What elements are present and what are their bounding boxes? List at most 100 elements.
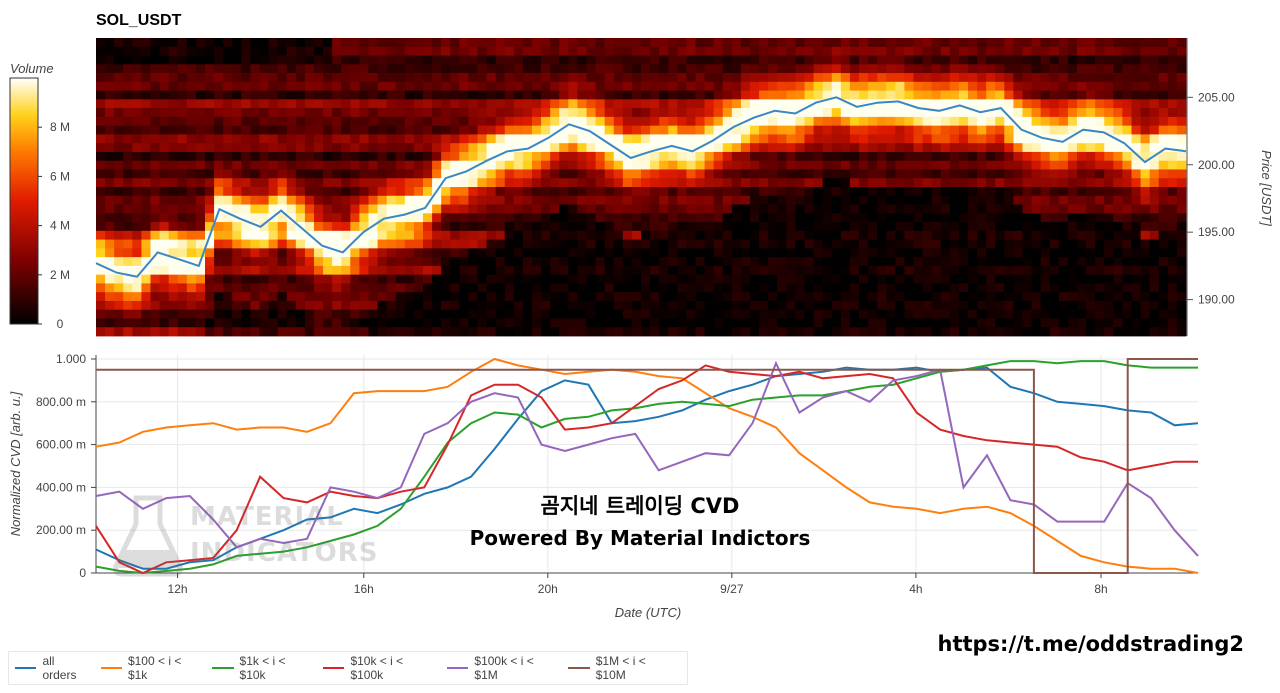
- heatmap-cell: [132, 55, 142, 65]
- telegram-link[interactable]: https://t.me/oddstrading2: [937, 632, 1245, 656]
- heatmap-cell: [359, 274, 369, 284]
- heatmap-cell: [577, 187, 587, 197]
- heatmap-cell: [568, 81, 578, 91]
- heatmap-cell: [359, 38, 369, 48]
- heatmap-cell: [459, 143, 469, 153]
- heatmap-cell: [286, 318, 297, 328]
- heatmap-cell: [686, 265, 696, 276]
- heatmap-cell: [332, 108, 342, 118]
- heatmap-cell: [350, 265, 360, 276]
- legend-item[interactable]: all orders: [15, 654, 91, 682]
- legend-item[interactable]: $100 < i < $1k: [100, 654, 203, 682]
- heatmap-cell: [777, 300, 787, 311]
- heatmap-cell: [1104, 239, 1114, 249]
- legend-item[interactable]: $10k < i < $100k: [323, 654, 437, 682]
- heatmap-cell: [613, 239, 624, 249]
- colorbar-ticks: 02 M4 M6 M8 M: [38, 120, 70, 331]
- heatmap-cell: [840, 116, 851, 127]
- heatmap-cell: [468, 309, 478, 319]
- heatmap-cell: [168, 274, 179, 284]
- heatmap-cell: [722, 265, 733, 276]
- heatmap-cell: [441, 309, 451, 319]
- heatmap-cell: [314, 265, 324, 276]
- legend-item[interactable]: $1k < i < $10k: [212, 654, 313, 682]
- heatmap-cell: [323, 160, 333, 170]
- heatmap-cell: [495, 81, 506, 91]
- heatmap-cell: [377, 160, 388, 170]
- legend-item[interactable]: $100k < i < $1M: [446, 654, 558, 682]
- heatmap-cell: [332, 151, 342, 162]
- heatmap-cell: [895, 46, 905, 56]
- heatmap-cell: [568, 116, 578, 127]
- heatmap-cell: [740, 300, 751, 311]
- heatmap-cell: [486, 64, 497, 74]
- heatmap-cell: [423, 125, 433, 135]
- heatmap-cell: [695, 318, 705, 328]
- heatmap-cell: [995, 309, 1005, 319]
- heatmap-cell: [1149, 55, 1160, 65]
- heatmap-cell: [650, 300, 660, 311]
- heatmap-cell: [132, 283, 142, 293]
- heatmap-cell: [495, 283, 506, 293]
- heatmap-cell: [232, 55, 242, 65]
- heatmap-cell: [295, 134, 306, 144]
- heatmap-cell: [650, 38, 660, 48]
- heatmap-cell: [150, 300, 160, 311]
- heatmap-cell: [513, 257, 524, 267]
- heatmap-cell: [332, 274, 342, 284]
- heatmap-cell: [177, 116, 188, 127]
- legend-swatch: [446, 667, 469, 669]
- heatmap-cell: [1104, 134, 1114, 144]
- heatmap-cell: [241, 151, 251, 162]
- heatmap-cell: [659, 239, 669, 249]
- heatmap-cell: [968, 90, 978, 100]
- heatmap-cell: [413, 257, 424, 267]
- heatmap-cell: [1122, 230, 1132, 240]
- heatmap-cell: [1004, 327, 1014, 337]
- heatmap-cell: [205, 90, 215, 100]
- heatmap-cell: [804, 116, 814, 127]
- heatmap-cell: [713, 283, 724, 293]
- heatmap-cell: [504, 81, 515, 91]
- legend-label: $100 < i < $1k: [127, 654, 182, 682]
- heatmap-cell: [713, 99, 724, 109]
- heatmap-cell: [532, 99, 542, 109]
- heatmap-cell: [986, 292, 996, 302]
- heatmap-cell: [450, 274, 460, 284]
- heatmap-cell: [1077, 257, 1087, 267]
- heatmap-cell: [559, 134, 569, 144]
- heatmap-cell: [886, 160, 896, 170]
- heatmap-cell: [250, 222, 260, 232]
- heatmap-cell: [804, 265, 814, 276]
- heatmap-cell: [704, 204, 715, 214]
- heatmap-cell: [1067, 195, 1078, 205]
- heatmap-cell: [731, 73, 742, 83]
- heatmap-cell: [641, 248, 651, 258]
- heatmap-cell: [1013, 178, 1023, 188]
- heatmap-cell: [1095, 283, 1105, 293]
- heatmap-cell: [250, 248, 260, 258]
- heatmap-cell: [413, 309, 424, 319]
- heatmap-cell: [804, 143, 814, 153]
- heatmap-cell: [931, 204, 942, 214]
- heatmap-cell: [922, 195, 933, 205]
- legend-item[interactable]: $1M < i < $10M: [568, 654, 677, 682]
- heatmap-cell: [341, 292, 351, 302]
- heatmap-cell: [268, 90, 279, 100]
- heatmap-cell: [423, 300, 433, 311]
- heatmap-cell: [250, 230, 260, 240]
- heatmap-cell: [504, 327, 515, 337]
- heatmap-cell: [1113, 46, 1123, 56]
- heatmap-cell: [395, 213, 406, 223]
- heatmap-cell: [468, 46, 478, 56]
- heatmap-cell: [622, 143, 633, 153]
- heatmap-cell: [504, 143, 515, 153]
- heatmap-cell: [486, 327, 497, 337]
- heatmap-cell: [604, 257, 615, 267]
- heatmap-cell: [759, 46, 769, 56]
- heatmap-cell: [604, 160, 615, 170]
- heatmap-cell: [822, 151, 833, 162]
- heatmap-cell: [332, 116, 342, 127]
- heatmap-cell: [223, 143, 233, 153]
- heatmap-cell: [1067, 151, 1078, 162]
